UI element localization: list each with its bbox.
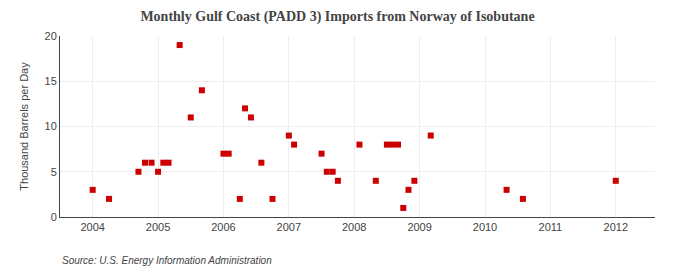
svg-text:2012: 2012 xyxy=(604,221,628,233)
svg-text:5: 5 xyxy=(51,166,57,178)
svg-text:2009: 2009 xyxy=(407,221,431,233)
svg-text:2010: 2010 xyxy=(473,221,497,233)
svg-text:2004: 2004 xyxy=(80,221,104,233)
svg-text:2011: 2011 xyxy=(539,221,563,233)
svg-text:20: 20 xyxy=(45,30,57,42)
svg-text:Thousand Barrels per Day: Thousand Barrels per Day xyxy=(18,62,30,191)
svg-text:2007: 2007 xyxy=(277,221,301,233)
svg-text:10: 10 xyxy=(45,120,57,132)
svg-text:15: 15 xyxy=(45,75,57,87)
svg-text:2006: 2006 xyxy=(211,221,235,233)
svg-text:Monthly Gulf Coast (PADD 3) Im: Monthly Gulf Coast (PADD 3) Imports from… xyxy=(140,9,534,25)
svg-text:Source: U.S. Energy Informatio: Source: U.S. Energy Information Administ… xyxy=(62,255,272,266)
svg-text:2005: 2005 xyxy=(146,221,170,233)
svg-text:0: 0 xyxy=(51,211,57,223)
svg-text:2008: 2008 xyxy=(342,221,366,233)
